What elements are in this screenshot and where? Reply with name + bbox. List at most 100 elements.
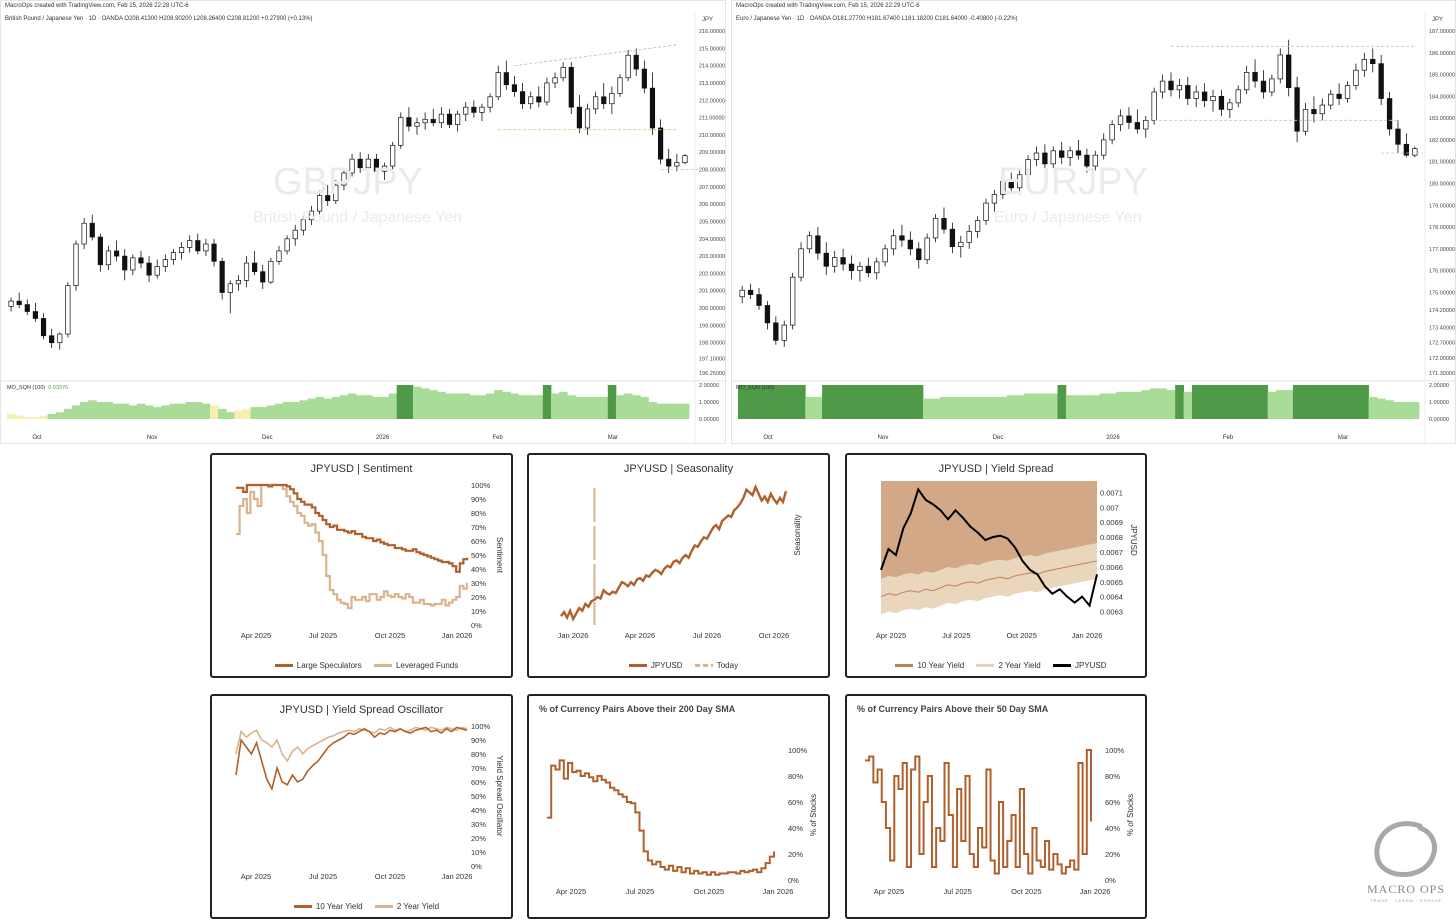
candle-body-up	[958, 241, 964, 248]
candle-body-down	[430, 118, 436, 124]
candle	[1159, 74, 1166, 99]
sqn-bar	[855, 385, 865, 419]
candle	[1025, 155, 1031, 180]
candle-body-down	[576, 106, 582, 129]
sqn-bar	[128, 405, 138, 419]
candle-body-down	[773, 322, 779, 341]
candle	[89, 214, 95, 241]
sqn-bar	[830, 385, 840, 419]
candle-body-up	[235, 280, 241, 285]
sqn-bar	[1183, 391, 1193, 419]
sqn-bar	[889, 385, 899, 419]
candle-body-up	[268, 260, 274, 283]
sqn-bar	[599, 396, 609, 419]
gbpjpy-chart-panel[interactable]: 216.00000 215.00000 214.00000 213.00000 212.…	[0, 0, 727, 445]
candle	[438, 107, 444, 128]
candle-body-down	[511, 84, 518, 92]
sqn-bar	[274, 403, 284, 419]
sqn-bar	[80, 402, 89, 419]
sqn-bar	[161, 405, 170, 419]
candle	[1403, 133, 1410, 158]
sqn-bar	[1368, 396, 1378, 419]
candle	[1201, 83, 1208, 108]
candle-body-up	[1269, 78, 1275, 93]
sqn-bar	[96, 402, 105, 419]
x-axis-label: Apr 2025	[241, 872, 271, 881]
candle-body-up	[495, 72, 501, 98]
sqn-bar	[864, 385, 873, 419]
candle-body-down	[1008, 180, 1014, 189]
price-tick-label: 204.00000	[699, 237, 725, 243]
candle	[1336, 83, 1342, 106]
sqn-bar	[981, 396, 991, 419]
candle-body-up	[806, 235, 813, 250]
indicator-tick-label: 2.00000	[1429, 383, 1449, 389]
candle	[1395, 120, 1401, 153]
enso-circle-icon	[1374, 821, 1437, 877]
candle-body-down	[666, 158, 672, 167]
sqn-bar	[1208, 385, 1218, 419]
right-axis-tick: 10%	[471, 848, 486, 857]
candle	[932, 213, 939, 243]
candle-body-down	[89, 222, 95, 238]
candle	[739, 285, 745, 304]
candle	[633, 48, 639, 77]
candle-body-up	[1151, 91, 1157, 121]
legend-swatch	[374, 905, 393, 909]
candle	[601, 82, 607, 109]
right-axis-title: % of Stocks	[809, 794, 818, 836]
candle	[446, 108, 453, 128]
candle	[1210, 89, 1216, 112]
candle-body-up	[789, 276, 796, 326]
sentiment-title: JPYUSD | Sentiment	[310, 463, 413, 475]
candle-body-down	[1218, 96, 1225, 110]
candle	[882, 244, 888, 267]
candle-body-up	[924, 237, 930, 261]
candle-body-up	[308, 210, 315, 221]
yield-spread-title: JPYUSD | Yield Spread	[938, 463, 1054, 475]
sqn-bar	[169, 403, 178, 419]
candle	[138, 250, 144, 269]
sqn-bar	[1318, 385, 1327, 419]
candle	[916, 242, 922, 269]
candle	[170, 249, 177, 265]
sqn-bar	[1225, 385, 1235, 419]
legend-swatch	[373, 664, 392, 668]
candle	[823, 242, 829, 275]
sqn-bar	[226, 412, 235, 419]
sqn-bar	[1376, 398, 1386, 419]
x-axis-label: Jul 2025	[309, 631, 337, 640]
price-tick-label: 201.00000	[699, 289, 725, 295]
sqn-bar	[1217, 385, 1227, 419]
sqn-bar	[283, 402, 292, 419]
price-tick-label: 203.00000	[699, 254, 725, 260]
candle-body-up	[1361, 58, 1368, 71]
x-axis-label: Jan 2026	[442, 872, 473, 881]
sqn-bar	[1116, 391, 1126, 419]
candle	[1033, 146, 1040, 167]
candle	[373, 153, 379, 175]
candle-body-up	[1092, 154, 1098, 167]
price-tick-label: 196.25000	[699, 371, 725, 377]
candle	[211, 238, 217, 267]
series-line	[236, 483, 469, 610]
candle-body-down	[49, 335, 55, 344]
candle	[1269, 74, 1275, 97]
time-axis-label: Mar	[608, 435, 618, 441]
candle	[958, 235, 964, 258]
sqn-bar	[55, 412, 65, 419]
price-tick-label: 182.00000	[1429, 138, 1455, 144]
candle-body-up	[882, 248, 888, 263]
candle-body-up	[1412, 148, 1418, 156]
candle-body-down	[823, 252, 829, 267]
candle	[1378, 54, 1384, 106]
candle	[178, 242, 185, 260]
candle	[1218, 89, 1225, 116]
eurjpy-chart-panel[interactable]: 187.00000 186.00000 185.00000 184.00000 183.…	[731, 0, 1456, 445]
candle-body-up	[625, 54, 631, 79]
candle-body-up	[1050, 150, 1056, 165]
pairs-200sma-title: % of Currency Pairs Above their 200 Day …	[539, 704, 736, 714]
legend-swatch	[694, 664, 713, 668]
price-tick-label: 205.00000	[699, 219, 725, 225]
candle	[1412, 146, 1418, 158]
